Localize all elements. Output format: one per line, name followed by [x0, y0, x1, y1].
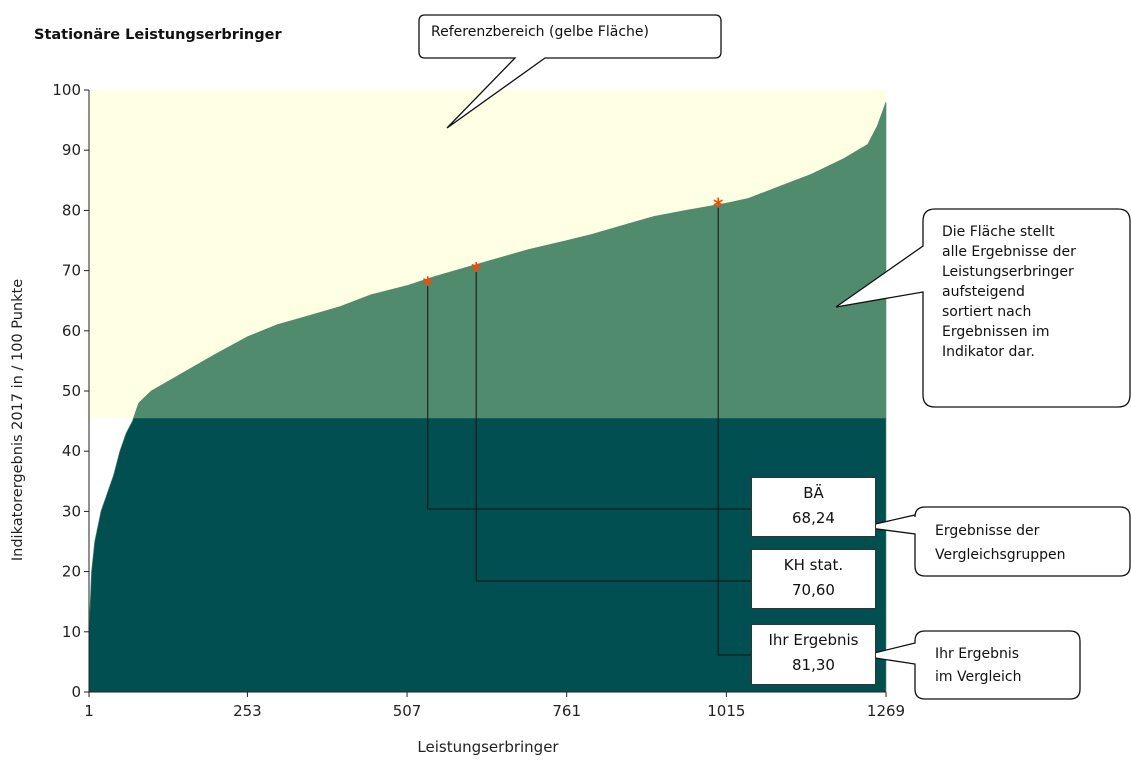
callout-area-line: Leistungserbringer: [942, 264, 1074, 280]
marker-point: [471, 261, 481, 272]
chart-title: Stationäre Leistungserbringer: [34, 27, 282, 43]
callout-area-line: aufsteigend: [942, 284, 1025, 300]
value-box-kh: KH stat. 70,60: [751, 549, 876, 609]
callout-yours-line: Ihr Ergebnis: [935, 646, 1020, 662]
value-box-yours: Ihr Ergebnis 81,30: [751, 624, 876, 685]
callout-area-line: Indikator dar.: [942, 344, 1035, 360]
x-axis-label: Leistungserbringer: [417, 738, 559, 756]
y-tick-label: 10: [62, 623, 81, 641]
marker-layer: [423, 197, 751, 656]
callout-groups-bubble: [861, 506, 1131, 577]
x-tick-label: 1015: [707, 702, 745, 720]
callout-area-line: alle Ergebnisse der: [942, 244, 1076, 260]
y-tick-label: 40: [62, 442, 81, 460]
marker-connector: [475, 266, 751, 582]
marker-connector: [717, 202, 751, 656]
callout-area-line: Ergebnissen im: [942, 324, 1050, 340]
value-box-kh-label: KH stat.: [783, 556, 844, 574]
x-tick-label: 1: [84, 702, 94, 720]
callout-yours-bubble: [861, 630, 1081, 700]
value-box-yours-value: 81,30: [792, 656, 835, 674]
callout-layer: [418, 14, 1131, 700]
x-tick-label: 761: [552, 702, 581, 720]
callout-yours-line: im Vergleich: [935, 669, 1022, 685]
callout-area-line: Die Fläche stellt: [942, 224, 1055, 240]
value-box-yours-label: Ihr Ergebnis: [768, 631, 859, 649]
callout-area-bubble: [835, 208, 1131, 408]
x-tick-label: 507: [393, 702, 422, 720]
y-tick-label: 90: [62, 141, 81, 159]
x-tick-label: 253: [233, 702, 262, 720]
value-box-ba-value: 68,24: [792, 509, 835, 527]
area-outline: [88, 101, 887, 693]
callout-reference-bubble: [418, 14, 722, 129]
marker-point: [423, 276, 433, 287]
y-tick-label: 30: [62, 502, 81, 520]
callout-groups-text: Ergebnisse der Vergleichsgruppen: [935, 519, 1066, 567]
y-axis-label: Indikatorergebnis 2017 in / 100 Punkte: [10, 278, 26, 562]
y-tick-label: 20: [62, 563, 81, 581]
callout-groups-line: Ergebnisse der: [935, 523, 1040, 539]
value-box-ba-label: BÄ: [803, 484, 824, 502]
callout-yours-text: Ihr Ergebnis im Vergleich: [935, 643, 1021, 689]
axis-layer: 0 10 20 30 40 50 60 70 80 90 100 1 253 507 761 1015 1269: [52, 81, 905, 720]
value-box-kh-value: 70,60: [792, 581, 835, 599]
y-tick-label: 0: [71, 683, 81, 701]
callout-groups-line: Vergleichsgruppen: [935, 547, 1066, 563]
marker-connector: [427, 281, 751, 510]
y-tick-label: 60: [62, 322, 81, 340]
y-tick-label: 50: [62, 382, 81, 400]
marker-point: [713, 197, 723, 208]
callout-area-text: Die Fläche stellt alle Ergebnisse der Le…: [942, 222, 1076, 362]
x-tick-label: 1269: [867, 702, 905, 720]
value-box-ba: BÄ 68,24: [751, 477, 876, 537]
y-tick-label: 70: [62, 262, 81, 280]
y-tick-label: 80: [62, 201, 81, 219]
callout-area-line: sortiert nach: [942, 304, 1032, 320]
callout-reference-text: Referenzbereich (gelbe Fläche): [431, 24, 649, 40]
y-tick-label: 100: [52, 81, 81, 99]
